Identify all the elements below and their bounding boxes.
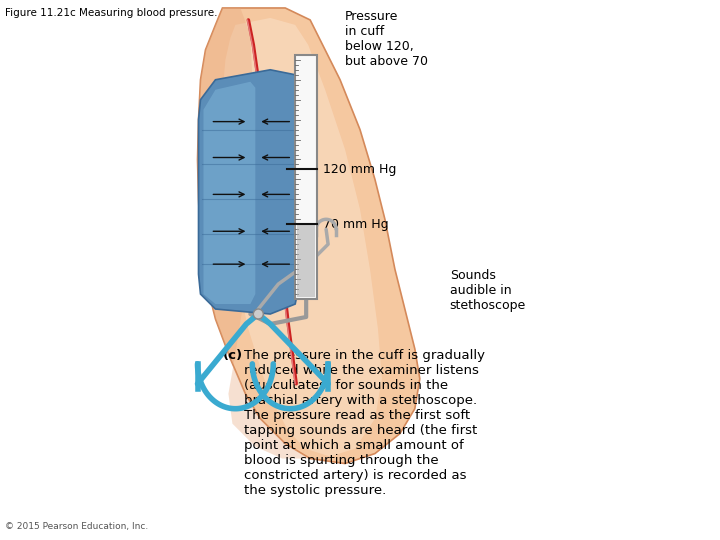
Bar bbox=[297, 224, 315, 297]
Text: Pressure
in cuff
below 120,
but above 70: Pressure in cuff below 120, but above 70 bbox=[345, 10, 428, 68]
Bar bbox=[295, 55, 317, 299]
Polygon shape bbox=[197, 8, 420, 463]
Polygon shape bbox=[199, 70, 298, 314]
Polygon shape bbox=[197, 8, 310, 458]
Polygon shape bbox=[222, 18, 382, 456]
Text: Figure 11.21c Measuring blood pressure.: Figure 11.21c Measuring blood pressure. bbox=[5, 8, 217, 18]
Polygon shape bbox=[204, 82, 256, 304]
Text: © 2015 Pearson Education, Inc.: © 2015 Pearson Education, Inc. bbox=[5, 522, 148, 531]
Circle shape bbox=[253, 309, 264, 319]
Text: 70 mm Hg: 70 mm Hg bbox=[323, 218, 389, 231]
Text: Sounds
audible in
stethoscope: Sounds audible in stethoscope bbox=[450, 269, 526, 312]
Text: 120 mm Hg: 120 mm Hg bbox=[323, 163, 397, 176]
Text: (c): (c) bbox=[222, 349, 243, 362]
Text: The pressure in the cuff is gradually
reduced while the examiner listens
(auscul: The pressure in the cuff is gradually re… bbox=[244, 349, 485, 497]
